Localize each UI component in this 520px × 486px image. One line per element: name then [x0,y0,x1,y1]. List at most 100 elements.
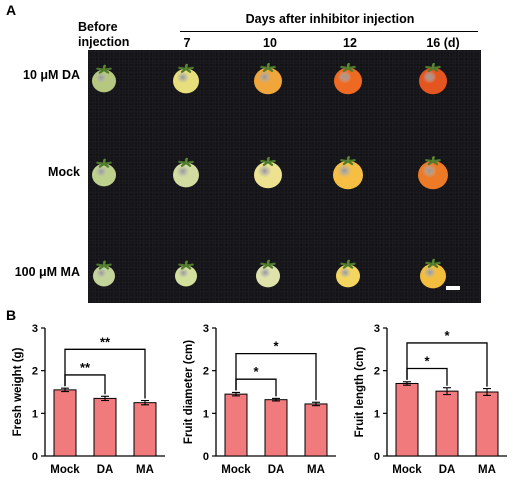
scale-bar [446,286,460,290]
calyx-sepal [96,161,106,165]
tomato-body [420,263,446,289]
days-header: Days after inhibitor injection [245,12,415,26]
significance-label: * [253,364,259,379]
tomato-fruit [92,64,116,93]
significance-label: * [444,328,450,343]
panel-a-label: A [6,2,17,18]
y-tick-label: 1 [32,408,38,420]
y-tick-label: 3 [203,323,209,335]
bar [264,399,288,457]
tomato-fruit [420,258,446,289]
calyx-sepal [96,263,106,267]
fruit-photo [88,50,481,303]
panel-b-label: B [6,307,17,323]
stem [103,64,106,70]
significance-label: ** [80,360,91,375]
calyx-sepal [260,65,270,70]
tomato-fruit [419,62,447,95]
y-tick-label: 0 [32,451,38,463]
tomato-fruit [334,62,362,95]
row-label-mock: Mock [48,165,80,179]
tomato-body [334,67,362,95]
tomato-body [418,160,448,190]
bar [53,389,77,457]
stem [267,156,270,163]
bar [395,382,419,457]
tomato-body [173,68,199,94]
calyx-sepal [178,66,188,71]
tomato-body [175,265,197,287]
y-tick-label: 1 [203,408,209,420]
significance-bracket [406,342,488,387]
stem [347,259,350,265]
tomato-body [92,163,116,187]
bar [93,397,117,457]
x-tick-label: DA [439,464,456,476]
x-tick-label: Mock [392,464,422,476]
calyx-sepal [340,65,350,70]
tomato-body [336,264,360,288]
stem [347,156,350,162]
significance-label: * [424,354,430,369]
calyx-sepal [96,67,106,71]
significance-bracket [64,348,146,399]
tomato-fruit [92,158,116,187]
bar [435,390,459,457]
days-header-rule [180,31,478,32]
tomato-fruit [93,260,115,287]
tomato-body [419,67,447,95]
stem [432,258,435,265]
day-label-10: 10 [263,36,277,50]
bar [475,391,499,457]
before-injection-label-2: injection [78,35,130,49]
tomato-body [173,162,199,188]
tomato-fruit [256,259,280,288]
x-tick-label: Mock [221,464,251,476]
tomato-fruit [418,156,448,190]
tomato-fruit [173,157,199,188]
bar [133,402,157,457]
tomato-fruit [336,259,360,288]
x-tick-label: MA [307,464,325,476]
stem [103,158,106,164]
y-tick-label: 3 [32,323,38,335]
tomato-body [333,160,363,190]
stem [432,156,435,162]
stem [267,259,270,265]
tomato-body [254,161,282,189]
calyx-sepal [425,261,435,266]
y-tick-label: 0 [374,451,380,463]
stem [185,260,188,266]
y-axis-label: Fruit diameter (cm) [183,340,195,444]
row-label-ma: 100 μM MA [14,265,80,279]
tomato-body [256,264,280,288]
tomato-body [93,265,115,287]
bar [224,393,248,457]
tomato-fruit [254,62,282,95]
stem [103,260,106,266]
calyx-sepal [178,263,188,267]
y-tick-label: 2 [203,366,209,378]
x-tick-label: MA [136,464,154,476]
calyx-sepal [340,159,350,163]
y-tick-label: 1 [374,408,380,420]
x-tick-label: DA [268,464,285,476]
stem [347,62,350,69]
calyx-sepal [178,160,188,165]
day-label-7: 7 [183,36,191,50]
bar-chart-1: 0 1 2 3 Fresh weight (g) Mock DA MA ** ** [12,323,165,476]
y-tick-label: 2 [374,366,380,378]
stem [185,157,188,164]
calyx-sepal [425,65,435,70]
calyx-sepal [425,159,435,163]
y-tick-label: 3 [374,323,380,335]
tomato-fruit [175,260,197,287]
day-label-12: 12 [343,36,357,50]
calyx-sepal [260,262,270,266]
calyx-sepal [340,262,350,266]
calyx-sepal [260,159,270,164]
y-axis-label: Fruit length (cm) [354,346,366,437]
y-axis-label: Fresh weight (g) [12,347,24,436]
before-injection-label-1: Before [78,20,118,34]
